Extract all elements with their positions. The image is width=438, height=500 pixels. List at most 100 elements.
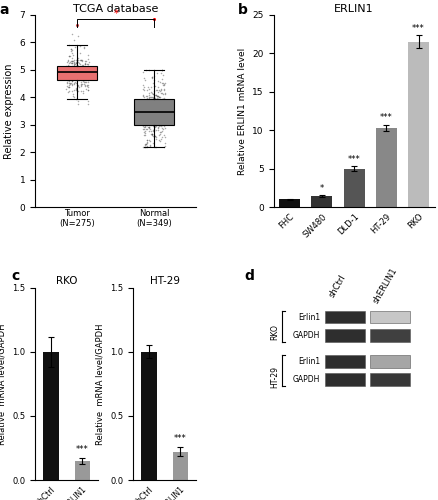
Point — [72, 68, 79, 76]
Point — [139, 91, 146, 99]
Point — [149, 93, 156, 101]
Point — [152, 91, 159, 99]
Point — [84, 70, 91, 78]
Point — [157, 128, 164, 136]
Point — [72, 63, 79, 71]
Point — [148, 131, 155, 139]
Point — [64, 70, 71, 78]
Point — [141, 94, 148, 102]
Point — [150, 109, 157, 117]
Point — [160, 99, 167, 107]
Point — [148, 74, 155, 82]
Point — [67, 67, 74, 75]
Point — [77, 56, 84, 64]
Point — [72, 68, 79, 76]
Point — [81, 80, 88, 88]
Y-axis label: Relative  mRNA level/GAPDH: Relative mRNA level/GAPDH — [0, 323, 7, 444]
Point — [64, 76, 71, 84]
Point — [85, 86, 92, 94]
Point — [83, 57, 90, 65]
Point — [67, 69, 74, 77]
Point — [63, 74, 70, 82]
Point — [81, 75, 88, 83]
Point — [159, 106, 166, 114]
Bar — [324, 374, 364, 386]
Point — [140, 112, 147, 120]
Point — [81, 73, 88, 81]
Point — [68, 77, 75, 85]
Point — [148, 88, 155, 96]
Point — [152, 122, 159, 130]
Point — [157, 69, 164, 77]
Point — [70, 71, 77, 79]
Point — [141, 125, 148, 133]
Point — [69, 80, 76, 88]
Point — [160, 122, 167, 130]
Point — [145, 66, 152, 74]
Point — [144, 106, 151, 114]
Point — [152, 96, 159, 104]
Point — [79, 71, 86, 79]
Point — [149, 127, 156, 135]
Point — [81, 65, 88, 73]
Point — [162, 89, 169, 97]
Point — [160, 98, 167, 106]
Point — [161, 107, 168, 115]
Point — [82, 72, 89, 80]
Point — [84, 64, 91, 72]
Point — [72, 84, 79, 92]
Text: ***: *** — [411, 24, 424, 33]
Point — [76, 42, 83, 50]
Bar — [324, 329, 364, 342]
Point — [159, 90, 166, 98]
Point — [151, 143, 158, 151]
Point — [158, 66, 165, 74]
Point — [65, 68, 72, 76]
Point — [156, 130, 163, 138]
Point — [147, 104, 154, 112]
Point — [158, 109, 165, 117]
Point — [145, 92, 152, 100]
Point — [149, 121, 156, 129]
Point — [70, 72, 77, 80]
Point — [67, 75, 74, 83]
Point — [143, 86, 150, 94]
Point — [144, 126, 151, 134]
Point — [70, 64, 77, 72]
Text: GAPDH: GAPDH — [292, 331, 319, 340]
Point — [66, 67, 73, 75]
Point — [73, 71, 80, 79]
Point — [152, 104, 159, 112]
Point — [67, 48, 74, 56]
Point — [152, 143, 159, 151]
Point — [65, 56, 72, 64]
Point — [72, 59, 79, 67]
Point — [67, 64, 74, 72]
Point — [158, 111, 165, 119]
Bar — [369, 329, 410, 342]
Point — [82, 65, 89, 73]
Point — [84, 78, 91, 86]
Point — [71, 65, 78, 73]
Point — [74, 63, 81, 71]
Point — [143, 94, 150, 102]
Point — [159, 95, 166, 103]
Point — [153, 102, 160, 110]
Point — [70, 68, 77, 76]
Point — [153, 114, 160, 122]
Point — [143, 143, 150, 151]
Point — [155, 104, 162, 112]
Point — [151, 124, 158, 132]
Point — [158, 118, 165, 126]
Point — [76, 74, 83, 82]
Point — [72, 76, 79, 84]
Point — [141, 113, 148, 121]
Point — [160, 116, 167, 124]
Point — [84, 68, 91, 76]
Point — [159, 104, 166, 112]
Point — [158, 94, 165, 102]
Point — [82, 58, 89, 66]
Point — [66, 79, 73, 87]
Point — [73, 66, 80, 74]
Point — [144, 104, 151, 112]
